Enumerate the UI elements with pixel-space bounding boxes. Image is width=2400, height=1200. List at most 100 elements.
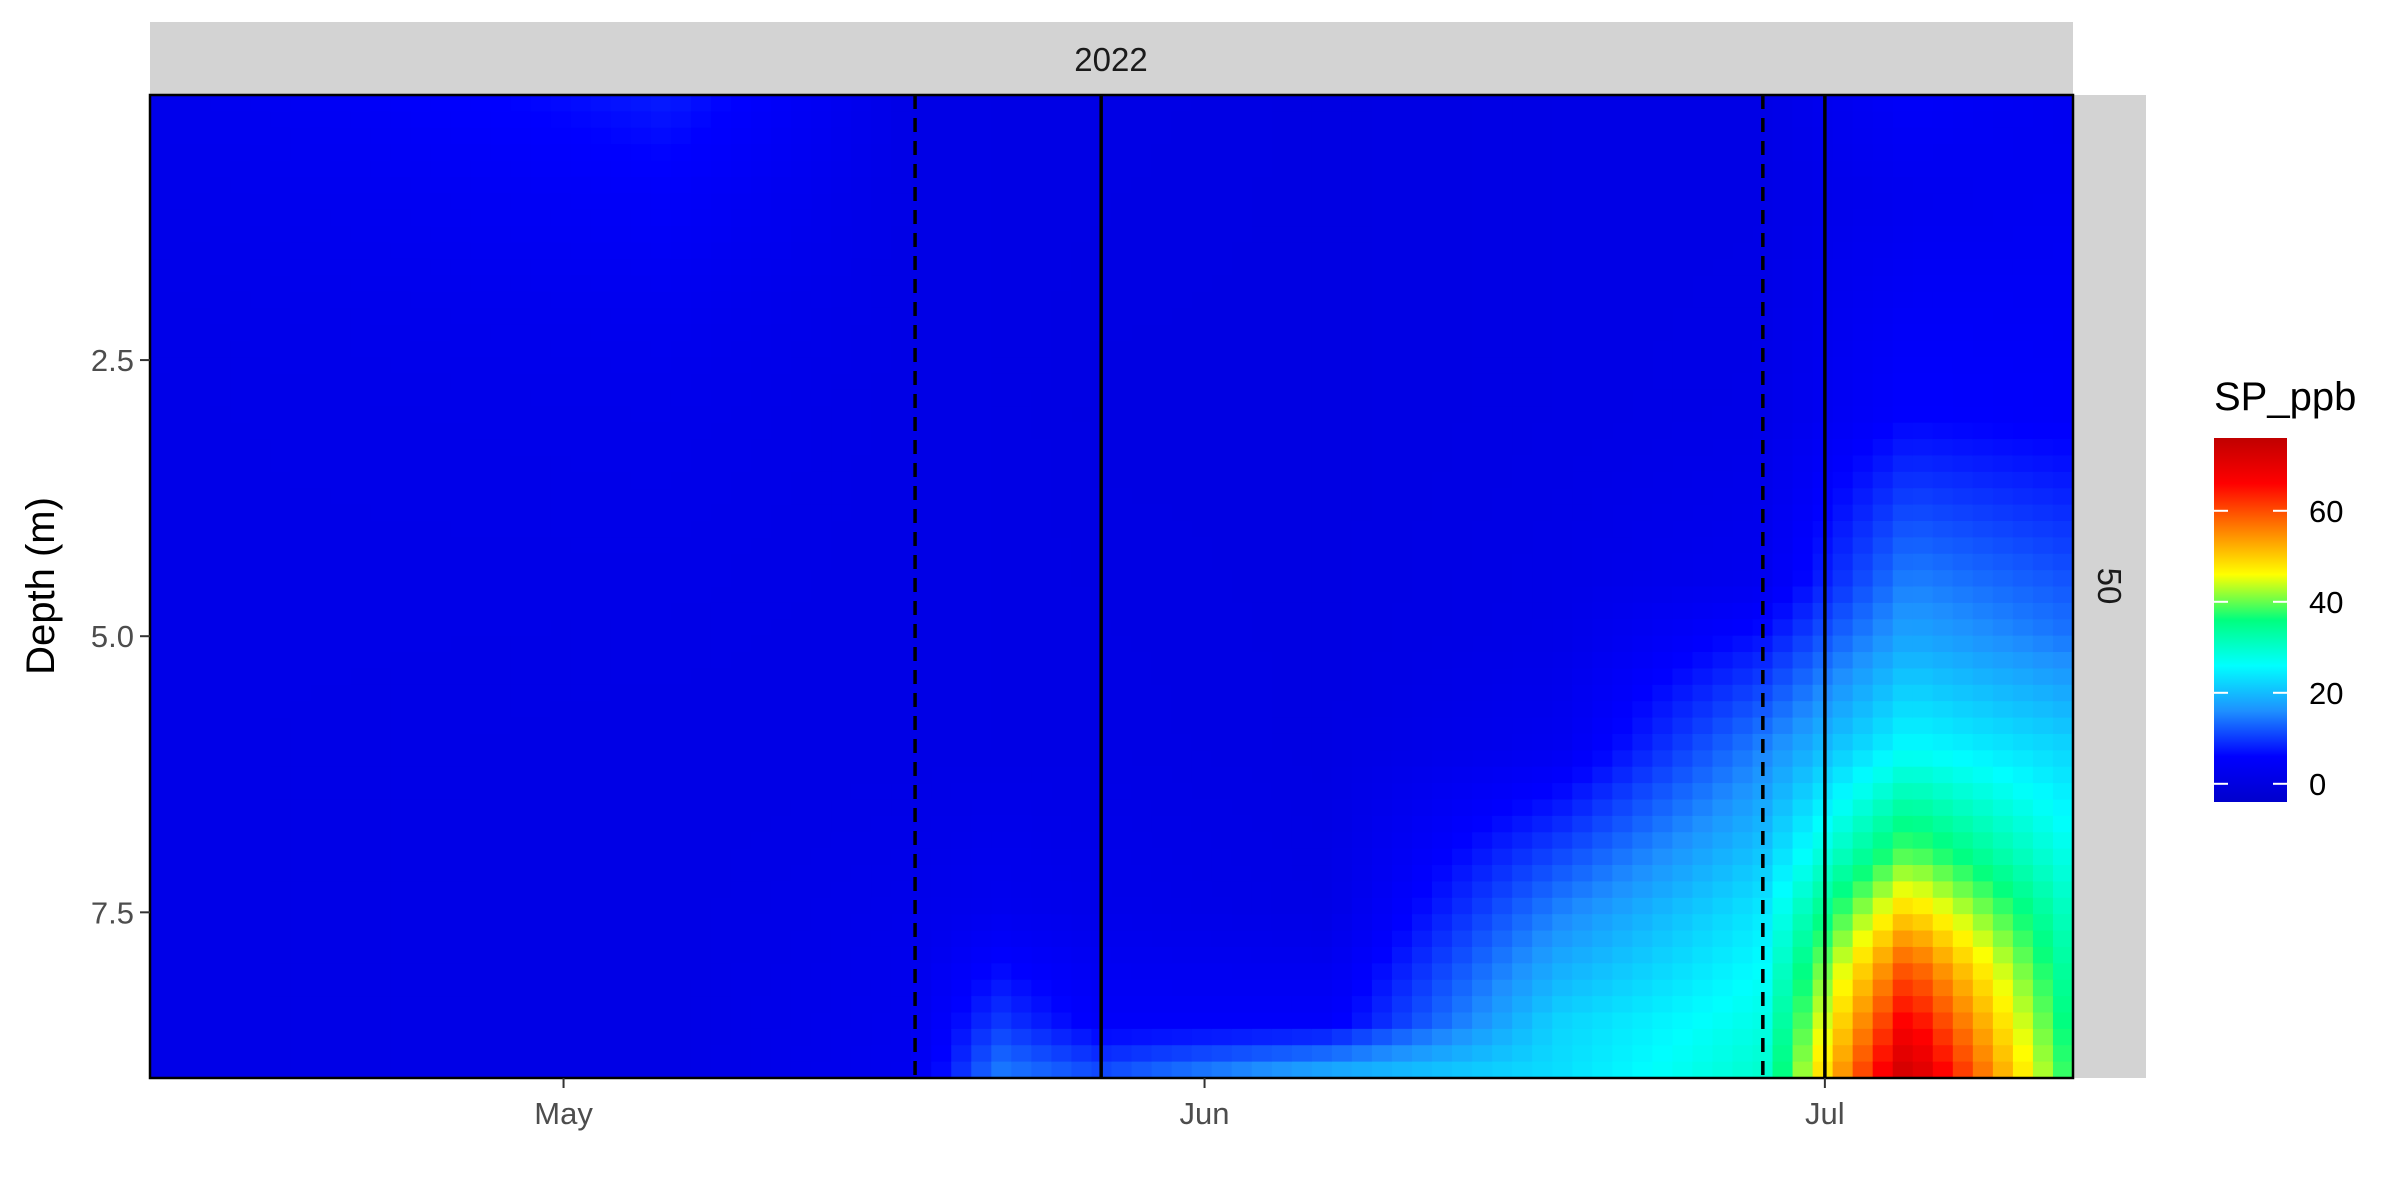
heatmap-cell — [570, 1028, 592, 1047]
heatmap-cell — [730, 340, 752, 358]
heatmap-cell — [730, 307, 752, 326]
heatmap-cell — [570, 963, 592, 981]
heatmap-cell — [1672, 275, 1694, 293]
heatmap-cell — [570, 553, 592, 571]
heatmap-cell — [610, 406, 632, 424]
heatmap-cell — [931, 652, 953, 670]
heatmap-cell — [1171, 848, 1193, 866]
heatmap-cell — [1111, 963, 1133, 981]
heatmap-cell — [1512, 1045, 1533, 1063]
heatmap-cell — [1532, 324, 1553, 342]
heatmap-cell — [1131, 373, 1153, 391]
heatmap-cell — [1652, 701, 1674, 719]
heatmap-cell — [831, 209, 852, 227]
heatmap-cell — [1051, 340, 1073, 358]
heatmap-cell — [730, 865, 752, 883]
heatmap-cell — [650, 537, 672, 555]
heatmap-cell — [350, 619, 372, 637]
heatmap-cell — [730, 373, 752, 391]
heatmap-cell — [310, 226, 332, 244]
heatmap-cell — [951, 733, 973, 752]
heatmap-cell — [1231, 373, 1253, 391]
heatmap-cell — [190, 537, 211, 555]
heatmap-cell — [1692, 373, 1714, 391]
heatmap-cell — [1632, 422, 1654, 440]
heatmap-cell — [210, 815, 231, 834]
heatmap-cell — [1732, 1061, 1754, 1078]
heatmap-cell — [1692, 652, 1714, 670]
heatmap-cell — [1532, 1028, 1553, 1047]
heatmap-cell — [630, 242, 652, 260]
heatmap-cell — [1812, 226, 1834, 244]
heatmap-cell — [350, 422, 372, 440]
heatmap-cell — [1732, 176, 1754, 195]
heatmap-cell — [250, 733, 271, 752]
heatmap-cell — [1612, 127, 1634, 145]
heatmap-cell — [210, 783, 231, 801]
heatmap-cell — [1512, 799, 1533, 817]
heatmap-cell — [951, 242, 973, 260]
heatmap-cell — [1171, 783, 1193, 801]
heatmap-cell — [791, 242, 812, 260]
heatmap-cell — [610, 979, 632, 997]
heatmap-cell — [670, 783, 692, 801]
heatmap-cell — [1371, 1012, 1393, 1030]
heatmap-cell — [791, 996, 812, 1014]
heatmap-cell — [1472, 1028, 1493, 1047]
heatmap-cell — [1492, 717, 1513, 735]
heatmap-cell — [1692, 1045, 1714, 1063]
heatmap-cell — [1051, 193, 1073, 211]
heatmap-cell — [1011, 455, 1033, 473]
heatmap-cell — [150, 619, 171, 637]
heatmap-cell — [1071, 307, 1093, 326]
heatmap-cell — [1572, 946, 1594, 965]
heatmap-cell — [450, 471, 472, 489]
heatmap-cell — [1311, 455, 1333, 473]
heatmap-cell — [1672, 389, 1694, 408]
heatmap-cell — [1411, 897, 1433, 915]
heatmap-cell — [650, 586, 672, 604]
heatmap-cell — [730, 520, 752, 539]
heatmap-cell — [1411, 389, 1433, 408]
heatmap-cell — [1271, 881, 1293, 899]
heatmap-cell — [1111, 586, 1133, 604]
heatmap-cell — [1692, 865, 1714, 883]
heatmap-cell — [450, 619, 472, 637]
heatmap-cell — [1512, 176, 1533, 195]
heatmap-cell — [1792, 242, 1814, 260]
heatmap-cell — [1432, 193, 1453, 211]
heatmap-cell — [490, 652, 512, 670]
heatmap-cell — [1632, 226, 1654, 244]
heatmap-cell — [230, 537, 251, 555]
heatmap-cell — [1151, 520, 1173, 539]
heatmap-cell — [1391, 275, 1413, 293]
heatmap-cell — [1351, 324, 1373, 342]
heatmap-cell — [230, 783, 251, 801]
heatmap-cell — [1652, 881, 1674, 899]
heatmap-cell — [1311, 406, 1333, 424]
heatmap-cell — [690, 1028, 712, 1047]
heatmap-cell — [1632, 553, 1654, 571]
heatmap-cell — [290, 291, 312, 309]
heatmap-cell — [1031, 504, 1053, 522]
heatmap-cell — [1772, 439, 1794, 457]
heatmap-cell — [210, 488, 231, 506]
heatmap-cell — [730, 406, 752, 424]
heatmap-cell — [510, 111, 532, 129]
heatmap-cell — [430, 307, 452, 326]
heatmap-cell — [370, 996, 392, 1014]
heatmap-cell — [170, 471, 191, 489]
heatmap-cell — [1532, 963, 1553, 981]
heatmap-cell — [1391, 717, 1413, 735]
heatmap-cell — [1432, 422, 1453, 440]
heatmap-cell — [1211, 1045, 1233, 1063]
heatmap-cell — [1532, 602, 1553, 621]
heatmap-cell — [1011, 160, 1033, 178]
heatmap-cell — [710, 176, 732, 195]
heatmap-cell — [210, 1045, 231, 1063]
heatmap-cell — [1672, 881, 1694, 899]
heatmap-cell — [570, 865, 592, 883]
heatmap-cell — [530, 996, 552, 1014]
heatmap-cell — [1131, 701, 1153, 719]
heatmap-cell — [710, 996, 732, 1014]
